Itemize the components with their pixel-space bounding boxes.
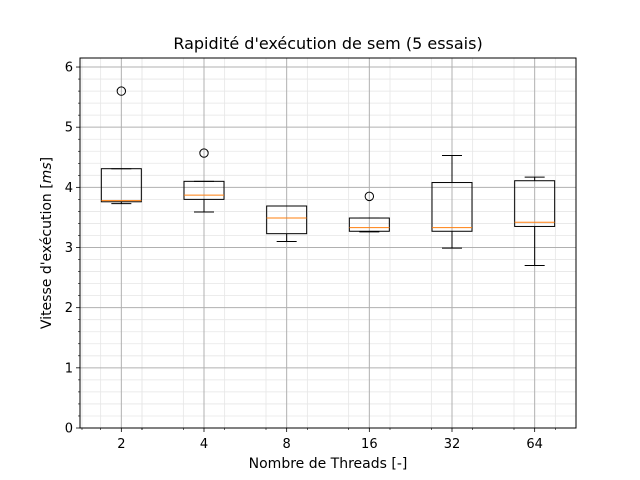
y-axis-label: Vitesse d'exécution [ms]	[39, 157, 55, 329]
minor-grid	[80, 58, 576, 428]
axis-ticks: 0 1 2 3 4 5 6 2 4 8 16 32 64	[65, 61, 556, 452]
box-iqr	[266, 205, 308, 235]
x-tick-label: 4	[200, 437, 208, 452]
box-2	[100, 86, 142, 205]
plot-frame	[79, 57, 577, 429]
x-tick-label: 64	[526, 437, 543, 452]
y-tick-label: 3	[65, 241, 73, 256]
outlier-point	[116, 86, 127, 96]
y-axis-label-suffix: ]	[39, 157, 55, 162]
box-iqr	[348, 217, 390, 232]
box-series	[100, 86, 556, 267]
y-axis-label-prefix: Vitesse d'exécution [	[39, 183, 55, 329]
x-tick-label: 16	[361, 437, 378, 452]
y-tick-label: 0	[65, 422, 73, 437]
box-8	[266, 205, 308, 242]
box-iqr	[100, 168, 142, 203]
x-axis-label: Nombre de Threads [-]	[249, 456, 408, 472]
outlier-point	[199, 148, 209, 158]
major-grid	[80, 58, 576, 429]
box-64	[514, 176, 556, 267]
box-iqr	[514, 180, 556, 227]
box-16	[348, 191, 390, 233]
box-iqr	[431, 182, 473, 232]
y-tick-label: 6	[65, 61, 73, 76]
y-axis-label-unit: ms	[39, 162, 55, 183]
y-tick-label: 5	[65, 121, 73, 136]
box-4	[183, 148, 225, 213]
x-tick-label: 2	[117, 437, 125, 452]
x-tick-label: 32	[444, 437, 461, 452]
chart-title: Rapidité d'exécution de sem (5 essais)	[173, 34, 482, 53]
outlier-point	[364, 191, 375, 202]
box-iqr	[183, 180, 225, 200]
y-tick-label: 4	[65, 181, 73, 196]
y-tick-label: 1	[65, 361, 73, 376]
y-tick-label: 2	[65, 301, 73, 316]
x-tick-label: 8	[283, 437, 291, 452]
box-32	[431, 154, 473, 249]
